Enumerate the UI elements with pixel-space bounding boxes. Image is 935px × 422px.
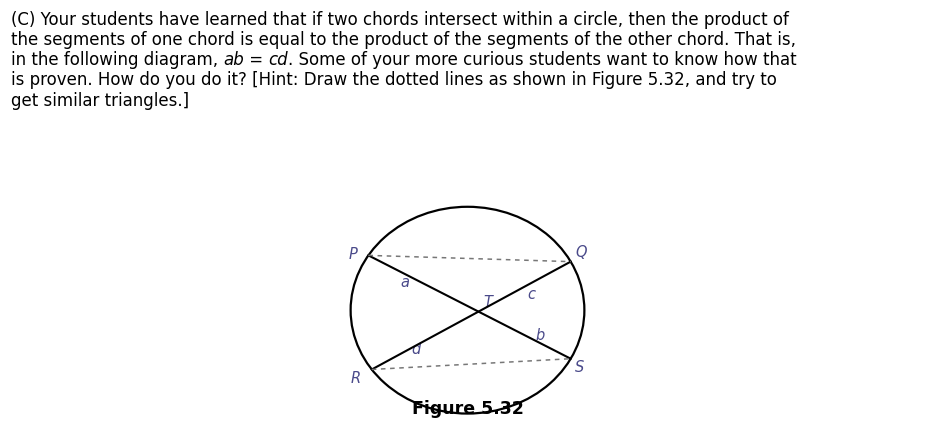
Text: ab: ab [223, 51, 244, 69]
Text: =: = [244, 51, 268, 69]
Text: S: S [575, 360, 584, 375]
Text: cd: cd [268, 51, 288, 69]
Text: R: R [351, 371, 361, 386]
Text: get similar triangles.]: get similar triangles.] [11, 92, 190, 110]
Text: Q: Q [575, 244, 587, 260]
Text: T: T [483, 295, 492, 310]
Text: d: d [411, 342, 421, 357]
Text: in the following diagram,: in the following diagram, [11, 51, 223, 69]
Text: (C) Your students have learned that if two chords intersect within a circle, the: (C) Your students have learned that if t… [11, 11, 789, 29]
Text: Figure 5.32: Figure 5.32 [411, 400, 524, 418]
Text: b: b [536, 327, 545, 343]
Text: a: a [400, 275, 410, 290]
Text: is proven. How do you do it? [Hint: Draw the dotted lines as shown in Figure 5.3: is proven. How do you do it? [Hint: Draw… [11, 71, 777, 89]
Text: c: c [527, 287, 536, 303]
Text: . Some of your more curious students want to know how that: . Some of your more curious students wan… [288, 51, 797, 69]
Text: P: P [349, 247, 357, 262]
Text: the segments of one chord is equal to the product of the segments of the other c: the segments of one chord is equal to th… [11, 31, 797, 49]
